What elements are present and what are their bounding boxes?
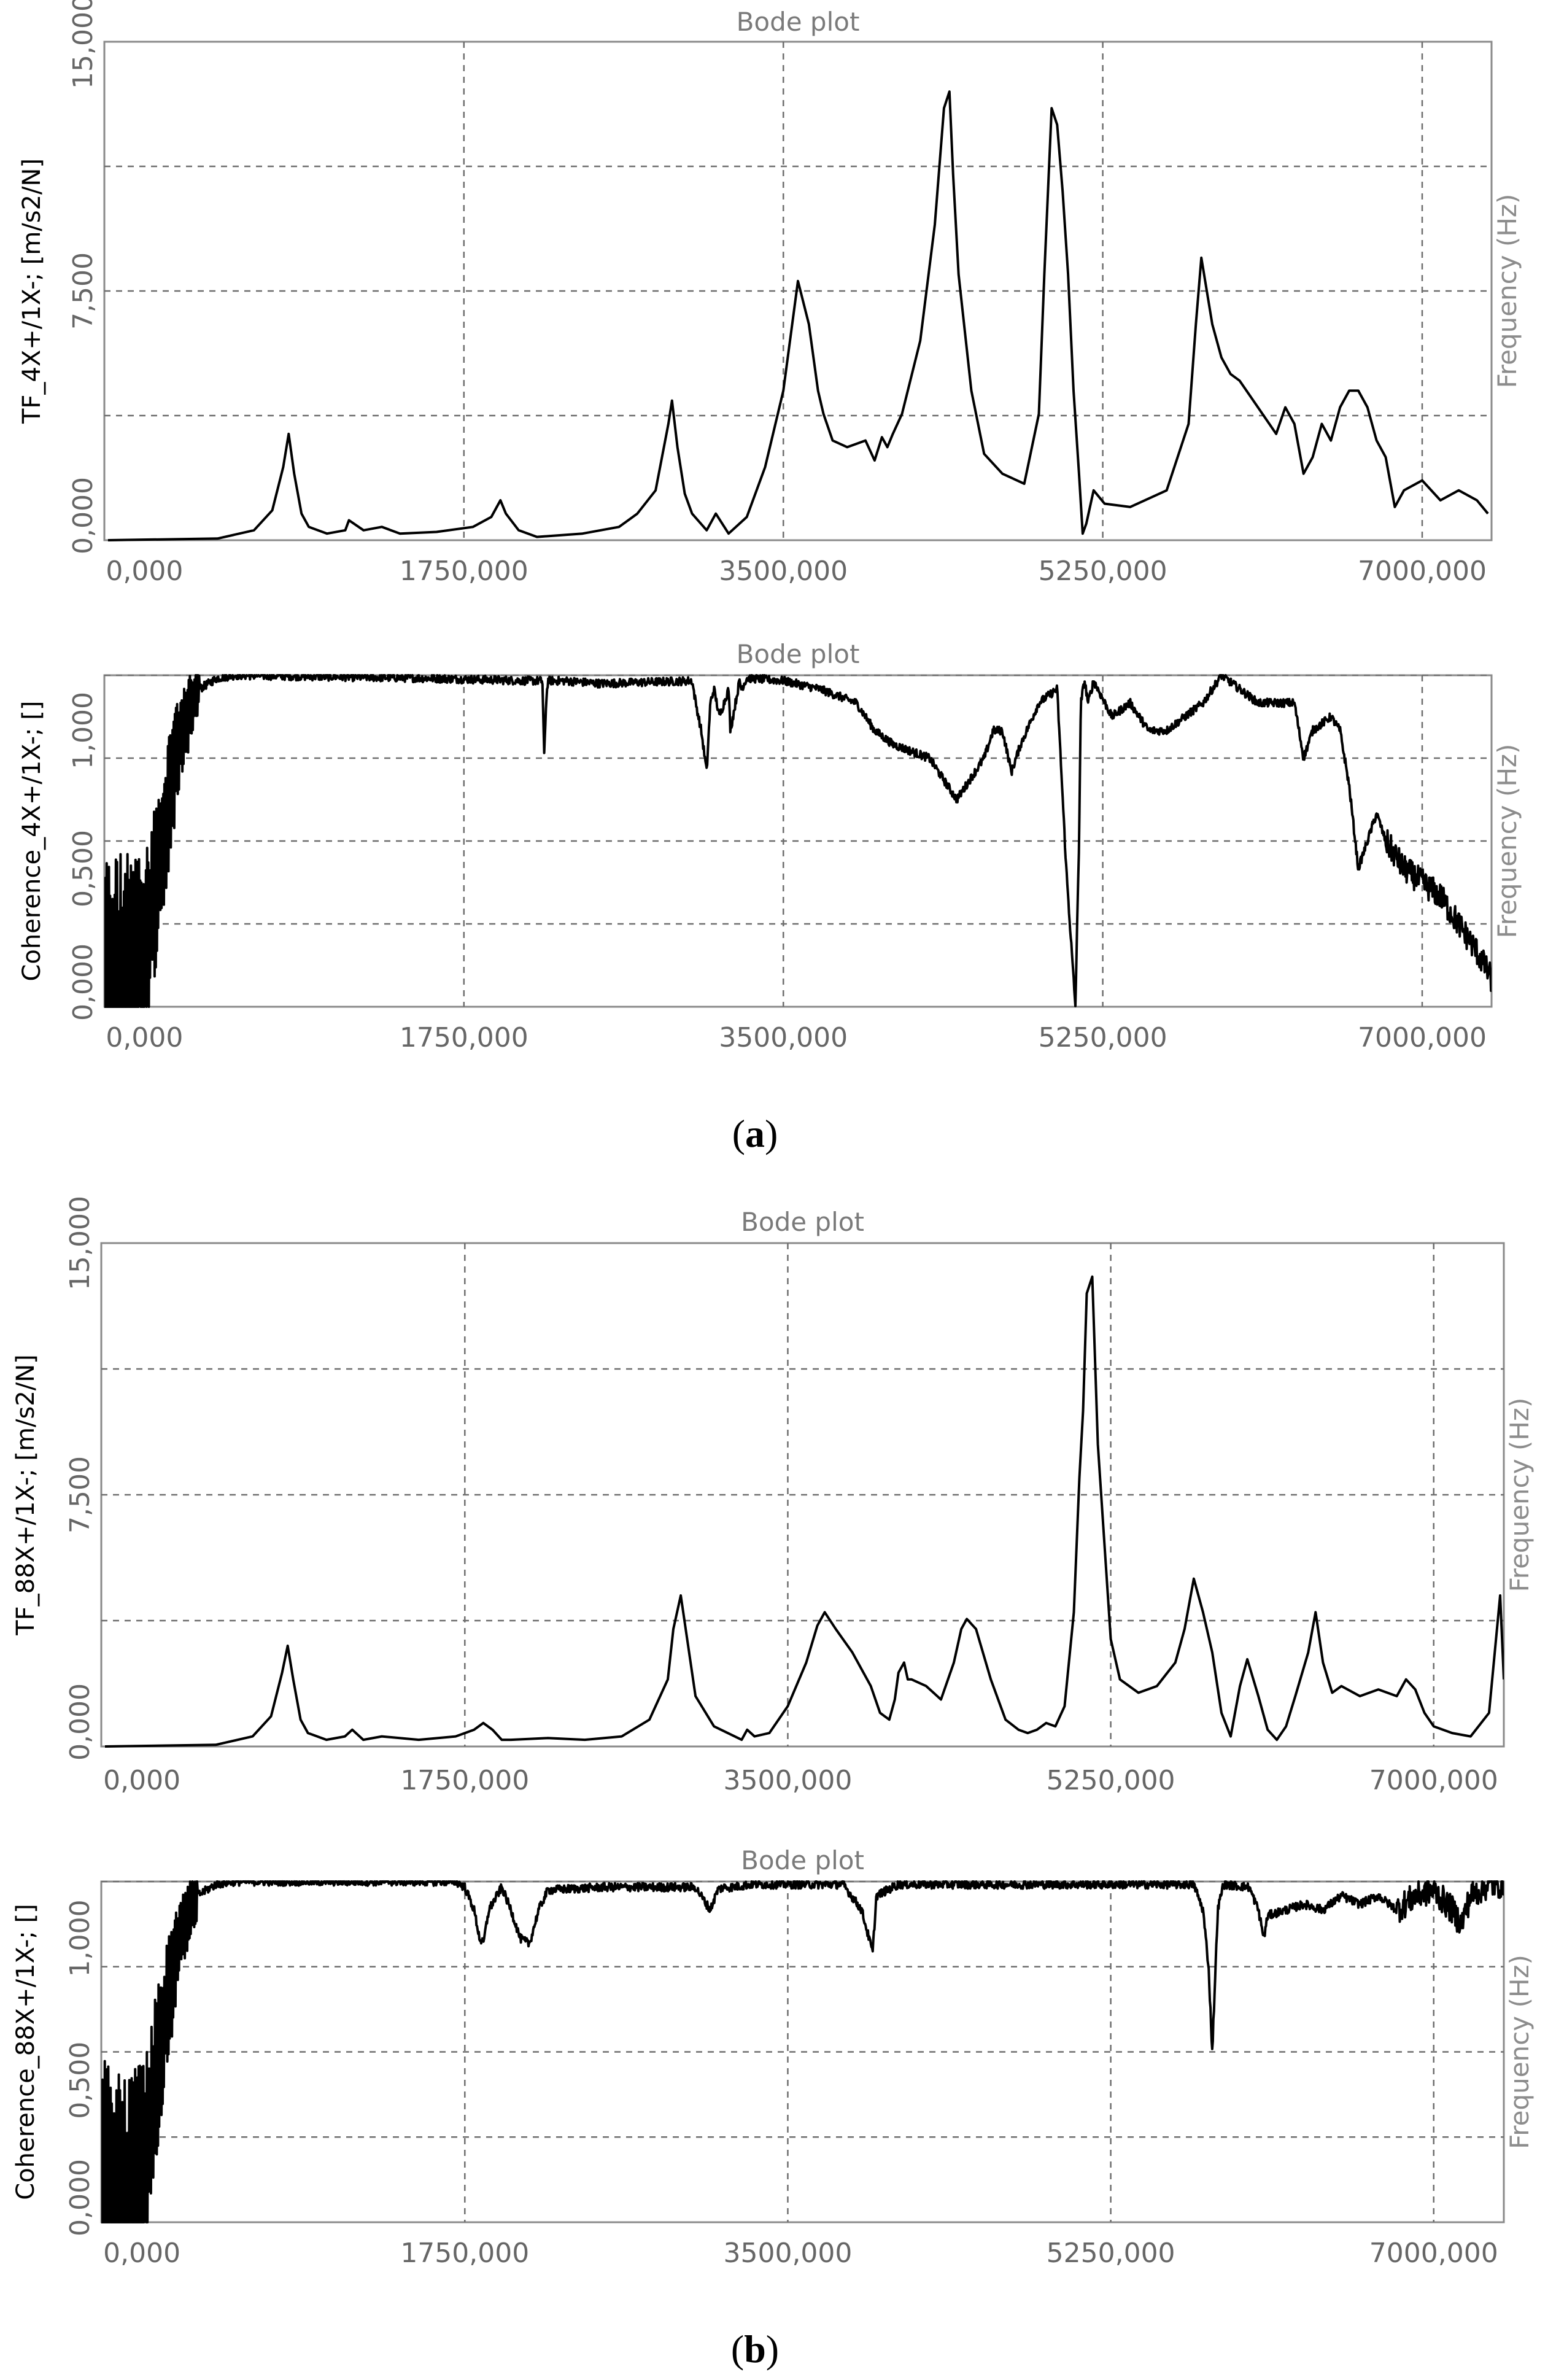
chart-title: Bode plot bbox=[741, 1207, 864, 1237]
y-axis-label: TF_4X+/1X-; [m/s2/N] bbox=[18, 158, 46, 424]
x-tick-label: 0,000 bbox=[103, 2238, 180, 2269]
data-series-line bbox=[104, 1275, 1504, 1748]
y-tick-label: 0,000 bbox=[64, 1683, 96, 1761]
y-axis-label: Coherence_88X+/1X-; [] bbox=[12, 1904, 40, 2200]
x-tick-label: 7000,000 bbox=[1358, 556, 1487, 587]
x-tick-label: 3500,000 bbox=[723, 2238, 852, 2269]
y-tick-label: 0,000 bbox=[68, 944, 99, 1021]
frequency-axis-label: Frequency (Hz) bbox=[1492, 744, 1522, 939]
panel-b-transfer-function: Bode plot TF_88X+/1X-; [m/s2/N] Frequency … bbox=[12, 1196, 1535, 1796]
x-tick-label: 3500,000 bbox=[723, 1765, 852, 1796]
data-series-line bbox=[107, 90, 1489, 541]
frequency-axis-label: Frequency (Hz) bbox=[1504, 1398, 1535, 1592]
y-axis-label: TF_88X+/1X-; [m/s2/N] bbox=[12, 1354, 40, 1636]
x-tick-label: 1750,000 bbox=[400, 1765, 529, 1796]
caption-letter: b bbox=[744, 2327, 766, 2371]
x-tick-label: 5250,000 bbox=[1039, 556, 1167, 587]
y-tick-label: 0,500 bbox=[64, 2042, 96, 2119]
y-tick-label: 0,000 bbox=[64, 2159, 96, 2236]
y-tick-label: 15,000 bbox=[68, 0, 99, 89]
x-tick-label: 1750,000 bbox=[400, 556, 528, 587]
y-tick-label: 0,000 bbox=[68, 477, 99, 554]
data-series-line bbox=[104, 674, 1492, 1008]
chart-title: Bode plot bbox=[741, 1845, 864, 1875]
y-tick-label: 15,000 bbox=[64, 1196, 96, 1290]
x-tick-label: 1750,000 bbox=[400, 2238, 529, 2269]
y-tick-label: 1,000 bbox=[64, 1900, 96, 1977]
y-tick-label: 7,500 bbox=[64, 1456, 96, 1533]
data-series-line bbox=[101, 1880, 1504, 2223]
y-tick-label: 0,500 bbox=[68, 830, 99, 907]
x-tick-label: 0,000 bbox=[106, 556, 183, 587]
x-tick-label: 1750,000 bbox=[400, 1022, 528, 1053]
x-tick-label: 7000,000 bbox=[1358, 1022, 1487, 1053]
x-tick-label: 5250,000 bbox=[1047, 2238, 1175, 2269]
x-tick-label: 0,000 bbox=[106, 1022, 183, 1053]
y-tick-label: 1,000 bbox=[68, 692, 99, 769]
x-tick-label: 7000,000 bbox=[1369, 2238, 1498, 2269]
x-tick-label: 7000,000 bbox=[1369, 1765, 1498, 1796]
x-tick-label: 0,000 bbox=[103, 1765, 180, 1796]
frequency-axis-label: Frequency (Hz) bbox=[1492, 194, 1522, 389]
panel-a-transfer-function: Bode plot TF_4X+/1X-; [m/s2/N] Frequency (… bbox=[18, 0, 1522, 587]
panel-a-coherence: Bode plot Coherence_4X+/1X-; [] Frequency … bbox=[18, 639, 1522, 1053]
x-tick-label: 5250,000 bbox=[1047, 1765, 1175, 1796]
panel-b-coherence: Bode plot Coherence_88X+/1X-; [] Frequency… bbox=[12, 1845, 1535, 2269]
x-tick-label: 5250,000 bbox=[1039, 1022, 1167, 1053]
chart-title: Bode plot bbox=[737, 7, 860, 37]
chart-title: Bode plot bbox=[737, 639, 860, 669]
y-axis-label: Coherence_4X+/1X-; [] bbox=[18, 700, 46, 981]
caption-letter: a bbox=[745, 1112, 765, 1155]
frequency-axis-label: Frequency (Hz) bbox=[1504, 1955, 1535, 2149]
x-tick-label: 3500,000 bbox=[719, 1022, 848, 1053]
caption-a: (a) bbox=[732, 1112, 778, 1155]
y-tick-label: 7,500 bbox=[68, 252, 99, 330]
x-tick-label: 3500,000 bbox=[719, 556, 848, 587]
caption-b: (b) bbox=[731, 2327, 779, 2371]
